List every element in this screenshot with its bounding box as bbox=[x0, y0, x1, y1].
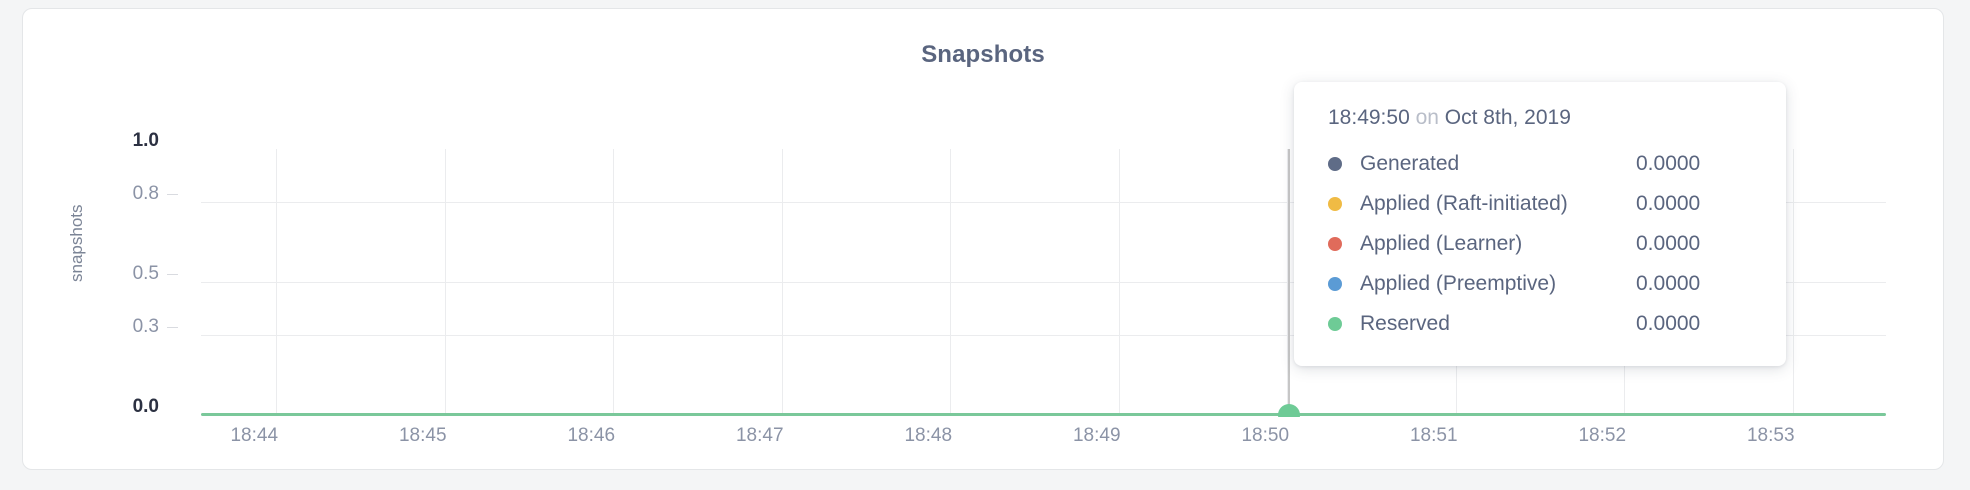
hover-marker-dot bbox=[1278, 404, 1301, 417]
gridline-vertical bbox=[1792, 149, 1794, 415]
y-tick-mark bbox=[167, 274, 178, 275]
gridline-vertical bbox=[950, 149, 952, 415]
gridline-vertical bbox=[444, 149, 446, 415]
x-tick-label: 18:47 bbox=[735, 425, 784, 446]
legend-series-value: 0.0000 bbox=[1636, 312, 1701, 335]
legend-series-label: Reserved bbox=[1360, 312, 1450, 335]
tooltip-date: Oct 8th, 2019 bbox=[1444, 106, 1571, 129]
x-tick-label: 18:44 bbox=[230, 425, 279, 446]
hover-marker-clip bbox=[1278, 404, 1301, 417]
page-title: Snapshots bbox=[921, 41, 1045, 68]
y-axis-title: snapshots bbox=[67, 204, 86, 283]
legend-dot-icon bbox=[1328, 277, 1342, 291]
x-tick-label: 18:53 bbox=[1746, 425, 1795, 446]
tooltip-legend-rows: Generated 0.0000 Applied (Raft-initiated) 0… bbox=[1328, 144, 1756, 344]
tooltip-legend-row: Applied (Raft-initiated) 0.0000 bbox=[1328, 184, 1756, 224]
y-tick-mark bbox=[167, 194, 178, 196]
x-tick-label: 18:48 bbox=[904, 425, 953, 446]
x-tick-label: 18:46 bbox=[567, 425, 616, 446]
tooltip-header: 18:49:50 on Oct 8th, 2019 bbox=[1328, 106, 1756, 130]
y-tick-label: 0.5 bbox=[132, 263, 159, 284]
legend-series-label: Applied (Preemptive) bbox=[1360, 272, 1557, 295]
legend-dot-icon bbox=[1328, 157, 1342, 171]
y-tick-mark bbox=[167, 327, 178, 329]
legend-dot-icon bbox=[1328, 237, 1342, 251]
legend-dot-icon bbox=[1328, 317, 1342, 331]
tooltip-time: 18:49:50 bbox=[1328, 106, 1410, 129]
tooltip-legend-row: Applied (Learner) 0.0000 bbox=[1328, 224, 1756, 264]
y-tick-label: 0.8 bbox=[132, 183, 159, 205]
hover-tooltip: 18:49:50 on Oct 8th, 2019 Generated 0.000… bbox=[1294, 82, 1786, 366]
y-tick-label: 0.0 bbox=[132, 396, 159, 417]
x-tick-label: 18:45 bbox=[398, 425, 447, 446]
x-tick-label: 18:50 bbox=[1241, 425, 1290, 446]
tooltip-legend-row: Reserved 0.0000 bbox=[1328, 304, 1756, 344]
gridline-vertical bbox=[781, 149, 783, 415]
x-tick-label: 18:51 bbox=[1409, 425, 1458, 446]
gridline-horizontal bbox=[201, 282, 1886, 283]
x-tick-label: 18:52 bbox=[1578, 425, 1627, 446]
gridline-vertical bbox=[1118, 149, 1120, 415]
tooltip-legend-row: Applied (Preemptive) 0.0000 bbox=[1328, 264, 1756, 304]
legend-series-label: Applied (Raft-initiated) bbox=[1360, 192, 1568, 215]
gridline-vertical bbox=[1287, 149, 1289, 415]
legend-series-value: 0.0000 bbox=[1636, 152, 1701, 175]
series-line-reserved bbox=[201, 413, 1886, 416]
legend-dot-icon bbox=[1328, 197, 1342, 211]
y-tick-label: 0.3 bbox=[132, 316, 159, 338]
tooltip-on-word: on bbox=[1415, 106, 1439, 129]
legend-series-value: 0.0000 bbox=[1636, 272, 1701, 295]
legend-series-label: Applied (Learner) bbox=[1360, 232, 1523, 255]
gridline-vertical bbox=[613, 149, 615, 415]
hover-crosshair-line bbox=[1288, 149, 1291, 415]
snapshots-chart-card: Snapshots snapshots 1.0 0.8 0.5 0.3 0.0 18:4… bbox=[22, 8, 1944, 470]
x-tick-label: 18:49 bbox=[1072, 425, 1121, 446]
y-tick-label: 1.0 bbox=[132, 130, 159, 151]
legend-series-value: 0.0000 bbox=[1636, 192, 1701, 215]
gridline-horizontal bbox=[201, 202, 1886, 204]
gridline-vertical bbox=[276, 149, 278, 415]
tooltip-legend-row: Generated 0.0000 bbox=[1328, 144, 1756, 184]
legend-series-value: 0.0000 bbox=[1636, 232, 1701, 255]
legend-series-label: Generated bbox=[1360, 152, 1460, 175]
gridline-horizontal bbox=[201, 335, 1886, 337]
